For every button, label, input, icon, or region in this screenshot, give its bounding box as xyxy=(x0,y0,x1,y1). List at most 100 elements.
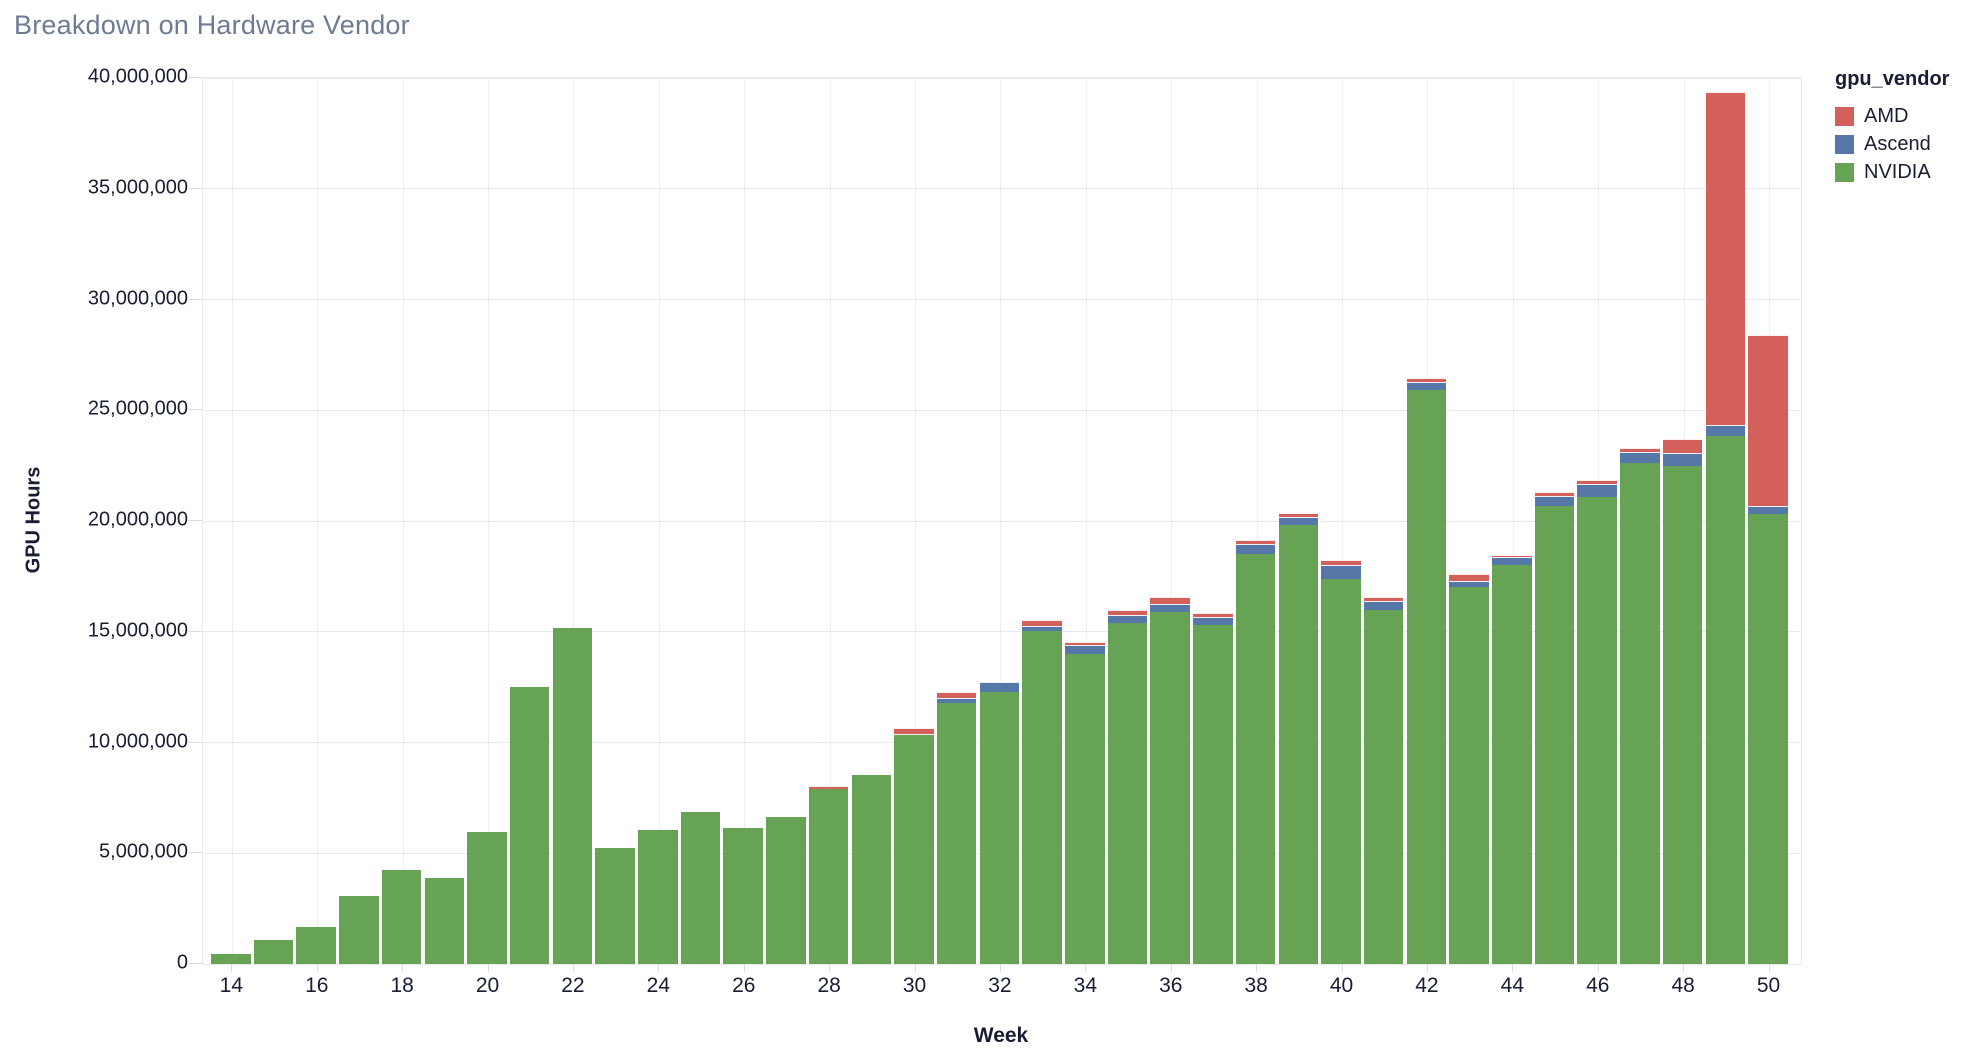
bar-week-38-ascend-segment[interactable] xyxy=(1235,544,1276,555)
bar-week-38-nvidia-segment[interactable] xyxy=(1235,554,1276,964)
bar-week-33-amd-segment[interactable] xyxy=(1022,619,1062,627)
bar-week-47[interactable] xyxy=(1620,78,1660,964)
bar-week-39[interactable] xyxy=(1278,78,1319,964)
bar-week-24-nvidia-segment[interactable] xyxy=(638,830,678,964)
bar-week-46-ascend-segment[interactable] xyxy=(1577,484,1617,497)
bar-week-41-amd-segment[interactable] xyxy=(1363,596,1404,601)
bar-week-35-nvidia-segment[interactable] xyxy=(1107,622,1148,964)
bar-week-40[interactable] xyxy=(1321,78,1361,964)
bar-week-16[interactable] xyxy=(296,78,336,964)
bar-week-14[interactable] xyxy=(211,78,251,964)
bar-week-30-amd-segment[interactable] xyxy=(894,728,934,734)
bar-week-20-nvidia-segment[interactable] xyxy=(467,832,507,964)
bar-week-48-amd-segment[interactable] xyxy=(1662,439,1703,454)
bar-week-38-amd-segment[interactable] xyxy=(1235,539,1276,545)
bar-week-46-nvidia-segment[interactable] xyxy=(1577,496,1617,964)
bar-week-37-ascend-segment[interactable] xyxy=(1193,617,1233,626)
bar-week-36[interactable] xyxy=(1150,78,1190,964)
bar-week-34[interactable] xyxy=(1065,78,1105,964)
bar-week-44-nvidia-segment[interactable] xyxy=(1492,565,1532,964)
bar-week-18-nvidia-segment[interactable] xyxy=(381,869,422,964)
bar-week-46-amd-segment[interactable] xyxy=(1577,479,1617,485)
bar-week-39-amd-segment[interactable] xyxy=(1278,512,1319,517)
bar-week-32-nvidia-segment[interactable] xyxy=(979,691,1020,964)
bar-week-35-amd-segment[interactable] xyxy=(1107,609,1148,616)
bar-week-35-ascend-segment[interactable] xyxy=(1107,615,1148,623)
bar-week-50[interactable] xyxy=(1748,78,1788,964)
bar-week-42[interactable] xyxy=(1406,78,1447,964)
bar-week-27-nvidia-segment[interactable] xyxy=(766,816,806,964)
bar-week-19[interactable] xyxy=(424,78,465,964)
bar-week-34-nvidia-segment[interactable] xyxy=(1065,653,1105,964)
bar-week-30-nvidia-segment[interactable] xyxy=(894,734,934,964)
bar-week-15-nvidia-segment[interactable] xyxy=(253,939,294,964)
bar-week-28-amd-segment[interactable] xyxy=(808,786,849,790)
bar-week-36-ascend-segment[interactable] xyxy=(1150,604,1190,612)
bar-week-42-ascend-segment[interactable] xyxy=(1406,382,1447,391)
legend-item-amd[interactable]: AMD xyxy=(1835,106,1949,126)
bar-week-30[interactable] xyxy=(894,78,934,964)
bar-week-49-nvidia-segment[interactable] xyxy=(1705,435,1746,964)
bar-week-48-ascend-segment[interactable] xyxy=(1662,453,1703,466)
bar-week-48-nvidia-segment[interactable] xyxy=(1662,465,1703,964)
bar-week-47-amd-segment[interactable] xyxy=(1620,447,1660,453)
bar-week-15[interactable] xyxy=(253,78,294,964)
bar-week-49[interactable] xyxy=(1705,78,1746,964)
bar-week-42-amd-segment[interactable] xyxy=(1406,377,1447,383)
bar-week-43-amd-segment[interactable] xyxy=(1449,574,1489,581)
legend-item-nvidia[interactable]: NVIDIA xyxy=(1835,162,1949,182)
bar-week-25-nvidia-segment[interactable] xyxy=(680,812,721,964)
bar-week-33[interactable] xyxy=(1022,78,1062,964)
bar-week-45-nvidia-segment[interactable] xyxy=(1534,505,1575,964)
bar-week-31-ascend-segment[interactable] xyxy=(936,698,977,703)
bar-week-46[interactable] xyxy=(1577,78,1617,964)
bar-week-39-ascend-segment[interactable] xyxy=(1278,516,1319,526)
bar-week-39-nvidia-segment[interactable] xyxy=(1278,525,1319,964)
bar-week-32-ascend-segment[interactable] xyxy=(979,681,1020,692)
bar-week-17[interactable] xyxy=(339,78,379,964)
bar-week-45-amd-segment[interactable] xyxy=(1534,491,1575,497)
bar-week-50-nvidia-segment[interactable] xyxy=(1748,514,1788,964)
bar-week-32[interactable] xyxy=(979,78,1020,964)
bar-week-36-nvidia-segment[interactable] xyxy=(1150,611,1190,964)
bar-week-43-nvidia-segment[interactable] xyxy=(1449,587,1489,964)
bar-week-43[interactable] xyxy=(1449,78,1489,964)
bar-week-44-ascend-segment[interactable] xyxy=(1492,557,1532,566)
bar-week-34-ascend-segment[interactable] xyxy=(1065,645,1105,654)
bar-week-18[interactable] xyxy=(381,78,422,964)
bar-week-23[interactable] xyxy=(595,78,635,964)
bar-week-29[interactable] xyxy=(851,78,892,964)
bar-week-31-amd-segment[interactable] xyxy=(936,691,977,699)
bar-week-40-amd-segment[interactable] xyxy=(1321,559,1361,566)
bar-week-31-nvidia-segment[interactable] xyxy=(936,702,977,964)
bar-week-20[interactable] xyxy=(467,78,507,964)
bar-week-14-nvidia-segment[interactable] xyxy=(211,954,251,964)
bar-week-49-amd-segment[interactable] xyxy=(1705,92,1746,425)
bar-week-27[interactable] xyxy=(766,78,806,964)
bar-week-50-amd-segment[interactable] xyxy=(1748,334,1788,506)
bar-week-37-nvidia-segment[interactable] xyxy=(1193,625,1233,964)
bar-week-37[interactable] xyxy=(1193,78,1233,964)
bar-week-28-nvidia-segment[interactable] xyxy=(808,789,849,964)
bar-week-33-nvidia-segment[interactable] xyxy=(1022,630,1062,964)
bar-week-26-nvidia-segment[interactable] xyxy=(723,827,763,964)
bar-week-47-ascend-segment[interactable] xyxy=(1620,452,1660,464)
bar-week-19-nvidia-segment[interactable] xyxy=(424,877,465,964)
bar-week-29-nvidia-segment[interactable] xyxy=(851,774,892,964)
bar-week-28[interactable] xyxy=(808,78,849,964)
bar-week-44-amd-segment[interactable] xyxy=(1492,554,1532,558)
bar-week-42-nvidia-segment[interactable] xyxy=(1406,390,1447,964)
bar-week-16-nvidia-segment[interactable] xyxy=(296,927,336,964)
bar-week-47-nvidia-segment[interactable] xyxy=(1620,463,1660,964)
bar-week-40-ascend-segment[interactable] xyxy=(1321,565,1361,579)
bar-week-45[interactable] xyxy=(1534,78,1575,964)
bar-week-44[interactable] xyxy=(1492,78,1532,964)
bar-week-36-amd-segment[interactable] xyxy=(1150,597,1190,605)
bar-week-38[interactable] xyxy=(1235,78,1276,964)
bar-week-41-nvidia-segment[interactable] xyxy=(1363,609,1404,964)
bar-week-35[interactable] xyxy=(1107,78,1148,964)
bar-week-21-nvidia-segment[interactable] xyxy=(509,687,550,964)
bar-week-41-ascend-segment[interactable] xyxy=(1363,600,1404,610)
legend-item-ascend[interactable]: Ascend xyxy=(1835,134,1949,154)
bar-week-22-nvidia-segment[interactable] xyxy=(552,628,593,964)
